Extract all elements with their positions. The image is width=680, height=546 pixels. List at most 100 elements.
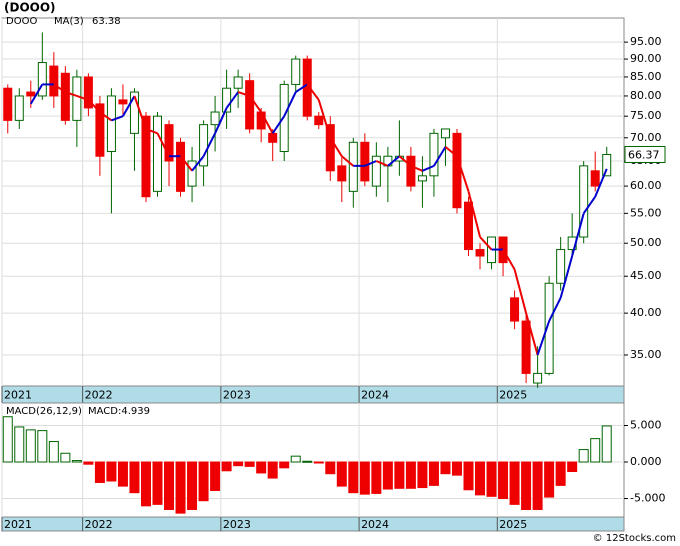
y-tick-label: 35.00 (630, 348, 662, 361)
legend-value: MACD:4.939 (88, 406, 150, 417)
x-tick-label: 2025 (499, 518, 527, 531)
ma-segment (29, 83, 44, 105)
candle-body (521, 320, 531, 374)
ma-segment (329, 137, 343, 157)
y-tick-label: 85.00 (630, 70, 662, 83)
ma-segment (594, 168, 608, 198)
candle-body (360, 141, 370, 182)
ma-segment (317, 99, 332, 139)
candle-body (268, 132, 278, 143)
macd-bar (578, 449, 589, 463)
candle-body (590, 170, 600, 187)
macd-bar (198, 461, 209, 502)
macd-bar (359, 461, 370, 495)
ma-segment (467, 191, 481, 238)
ma-segment (479, 236, 493, 251)
ma-segment (65, 91, 78, 97)
ma-segment (410, 164, 423, 172)
ma-segment (260, 111, 274, 134)
ma-segment (375, 160, 389, 167)
macd-bar (60, 452, 71, 463)
ma-segment (214, 107, 228, 134)
candle-body (129, 91, 139, 134)
y-tick-label: 0.000 (630, 455, 662, 468)
macd-bar (267, 461, 278, 479)
macd-bar (187, 461, 198, 510)
candle-body (233, 76, 243, 89)
ma-segment (582, 196, 597, 214)
macd-bar (417, 461, 428, 489)
candle-body (510, 297, 520, 322)
macd-bar (210, 461, 221, 491)
macd-bar (290, 455, 301, 463)
last-price-box (624, 145, 666, 163)
ma-segment (271, 115, 286, 134)
x-tick-label: 2021 (4, 518, 32, 531)
ma-segment (133, 95, 147, 130)
x-tick-label: 2023 (223, 518, 251, 531)
macd-bar (164, 461, 175, 510)
candle-body (429, 132, 439, 177)
ma-segment (422, 164, 435, 172)
macd-bar (106, 461, 117, 482)
macd-bar (244, 461, 255, 467)
candle-body (60, 72, 70, 121)
candle-body (371, 155, 381, 187)
macd-bar (14, 426, 25, 463)
candle-body (452, 132, 462, 209)
legend-name: MA(3) (54, 16, 84, 27)
candle-body (72, 76, 82, 121)
macd-bar (463, 461, 474, 491)
x-tick-label: 2025 (499, 389, 527, 402)
macd-bar (140, 461, 151, 507)
candle-body (256, 111, 266, 130)
ma-segment (145, 128, 158, 135)
candle-body (83, 76, 93, 109)
ma-segment (387, 155, 401, 167)
ma-segment (548, 297, 562, 322)
candle-body (417, 175, 427, 182)
candle-body (544, 282, 554, 374)
macd-bar (336, 461, 347, 487)
candle-body (106, 95, 116, 153)
ma-segment (398, 155, 412, 167)
macd-bar (117, 461, 128, 487)
macd-bar (521, 461, 532, 510)
candle-body (602, 153, 612, 177)
ma-segment (559, 255, 574, 299)
macd-bar (83, 461, 94, 465)
macd-bar (279, 461, 290, 469)
y-tick-label: 95.00 (630, 35, 662, 48)
candle-body (222, 87, 232, 113)
x-tick-label: 2021 (4, 389, 32, 402)
footer: © 12Stocks.com (593, 533, 676, 544)
legend-symbol: DOOO (6, 16, 37, 27)
candle-body (26, 91, 36, 97)
x-tick-label: 2023 (223, 389, 251, 402)
macd-bar (555, 461, 566, 486)
macd-bar (302, 460, 313, 463)
ma-segment (202, 132, 216, 157)
macd-bar (544, 461, 555, 498)
ma-segment (53, 83, 66, 93)
last-price: 66.37 (628, 148, 660, 161)
ma-segment (444, 146, 458, 158)
ma-segment (248, 95, 262, 113)
macd-bar (48, 441, 59, 463)
macd-bar (428, 461, 439, 486)
ma-segment (111, 115, 124, 122)
ma-segment (536, 320, 551, 356)
y-tick-label: 50.00 (630, 236, 662, 249)
legend-name: MACD(26,12,9) (6, 406, 82, 417)
y-tick-label: 60.00 (630, 179, 662, 192)
ma-segment (502, 249, 516, 270)
candle-body (314, 115, 324, 126)
candle-body (245, 80, 255, 130)
macd-bar (175, 461, 186, 514)
chart-title: (DOOO) (4, 1, 56, 15)
candle-body (118, 99, 128, 105)
candle-body (49, 65, 59, 97)
x-tick-label: 2022 (85, 389, 113, 402)
ma-segment (306, 83, 320, 101)
